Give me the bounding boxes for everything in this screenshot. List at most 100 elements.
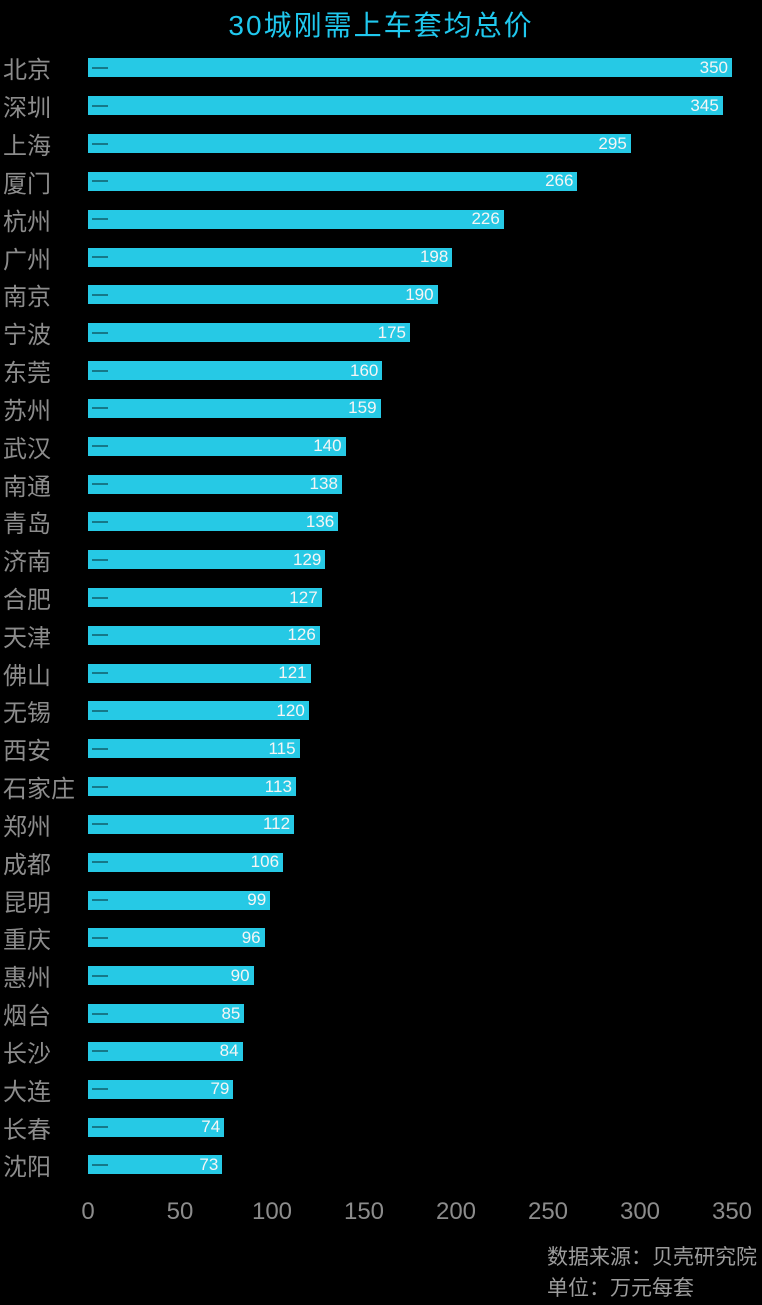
bar-track: 121: [88, 663, 762, 683]
bar-track: 190: [88, 285, 762, 305]
bar-track: 175: [88, 323, 762, 343]
bar-start-dash-icon: [92, 672, 108, 675]
bar-track: 99: [88, 890, 762, 910]
bar-start-dash-icon: [92, 66, 108, 69]
category-label: 长沙: [3, 1040, 51, 1068]
bar-value-label: 160: [350, 360, 379, 380]
category-label: 合肥: [3, 587, 51, 614]
bar-value-label: 226: [471, 209, 500, 229]
bar-value-label: 198: [419, 247, 449, 267]
bar-row: 天津 126: [0, 616, 762, 654]
bar-start-dash-icon: [92, 1050, 108, 1053]
bar-value-label: 159: [348, 398, 377, 418]
bar-start-dash-icon: [92, 218, 108, 221]
bar-value-label: 113: [264, 776, 292, 796]
bar-row: 长春 74: [0, 1108, 762, 1146]
bar-value-label: 74: [201, 1117, 221, 1137]
bar-chart-rows: 北京 350 深圳 345 上海 295 厦门 266 杭州 226 广州 198 南京 190 宁波 175…: [0, 49, 762, 1184]
bar-value-label: 129: [292, 549, 322, 569]
bar-row: 合肥 127: [0, 579, 762, 617]
bar: 160: [88, 360, 383, 381]
bar-start-dash-icon: [92, 407, 108, 410]
bar-start-dash-icon: [92, 785, 108, 788]
bar-start-dash-icon: [92, 596, 108, 599]
bar-value-label: 266: [545, 171, 574, 191]
x-axis: 0 50 100 150 200 250 300 350: [0, 1198, 762, 1228]
bar-track: 140: [88, 436, 762, 456]
bar-track: 127: [88, 588, 762, 607]
bar-start-dash-icon: [92, 520, 108, 523]
bar-value-label: 140: [313, 436, 342, 456]
bar: 136: [88, 512, 339, 532]
bar-row: 石家庄 113: [0, 768, 762, 806]
bar-row: 杭州 226: [0, 200, 762, 238]
bar: 74: [88, 1117, 225, 1137]
bar: 159: [88, 398, 381, 418]
bar: 90: [88, 965, 254, 986]
bar: 85: [88, 1003, 245, 1024]
bar-row: 东莞 160: [0, 352, 762, 390]
bar-value-label: 85: [221, 1003, 241, 1023]
category-label: 广州: [3, 246, 51, 274]
category-label: 苏州: [3, 397, 51, 425]
bar-track: 84: [88, 1041, 762, 1061]
category-label: 深圳: [3, 95, 51, 123]
bar-row: 南通 138: [0, 465, 762, 503]
bar-start-dash-icon: [92, 1012, 108, 1015]
bar-track: 136: [88, 512, 762, 532]
bar: 79: [88, 1079, 234, 1099]
category-label: 大连: [3, 1078, 51, 1106]
bar-track: 79: [88, 1079, 762, 1099]
bar-track: 129: [88, 549, 762, 570]
bar-start-dash-icon: [92, 180, 108, 183]
bar-value-label: 99: [247, 890, 267, 910]
bar-track: 126: [88, 625, 762, 645]
category-label: 佛山: [3, 662, 51, 690]
bar-start-dash-icon: [92, 1163, 108, 1166]
bar-value-label: 126: [287, 625, 316, 645]
bar-value-label: 84: [219, 1041, 239, 1061]
bar-row: 佛山 121: [0, 654, 762, 692]
chart-title: 30城刚需上车套均总价: [228, 10, 534, 41]
category-label: 无锡: [3, 700, 51, 728]
bar: 190: [88, 285, 438, 305]
bar-track: 295: [88, 134, 762, 154]
bar-start-dash-icon: [92, 293, 108, 296]
bar: 129: [88, 549, 326, 570]
bar-start-dash-icon: [92, 558, 108, 561]
bar-row: 厦门 266: [0, 162, 762, 200]
bar-row: 郑州 112: [0, 806, 762, 844]
bar-row: 烟台 85: [0, 995, 762, 1033]
bar-track: 85: [88, 1003, 762, 1024]
bar: 175: [88, 323, 410, 343]
bar-start-dash-icon: [92, 483, 108, 486]
category-label: 厦门: [3, 170, 51, 198]
bar-value-label: 90: [230, 965, 250, 985]
x-axis-tick-label: 50: [166, 1198, 194, 1225]
bar-track: 160: [88, 360, 762, 381]
bar-row: 上海 295: [0, 125, 762, 163]
bar: 99: [88, 890, 271, 910]
bar: 138: [88, 474, 342, 494]
category-label: 上海: [3, 133, 51, 161]
bar: 96: [88, 928, 265, 948]
bar-row: 沈阳 73: [0, 1146, 762, 1184]
category-label: 南京: [3, 284, 51, 312]
bar-track: 74: [88, 1117, 762, 1137]
bar-start-dash-icon: [92, 747, 108, 750]
bar-row: 大连 79: [0, 1070, 762, 1108]
bar-value-label: 127: [289, 587, 318, 607]
category-label: 惠州: [3, 965, 51, 993]
bar-row: 昆明 99: [0, 881, 762, 919]
category-label: 东莞: [3, 360, 51, 388]
bar-row: 无锡 120: [0, 692, 762, 730]
x-axis-tick-label: 0: [81, 1198, 95, 1225]
bar: 120: [88, 701, 309, 721]
bar-track: 345: [88, 96, 762, 116]
bar-start-dash-icon: [92, 709, 108, 712]
bar: 115: [88, 739, 300, 759]
category-label: 天津: [3, 624, 51, 652]
bar-row: 宁波 175: [0, 314, 762, 352]
category-label: 青岛: [3, 511, 51, 539]
